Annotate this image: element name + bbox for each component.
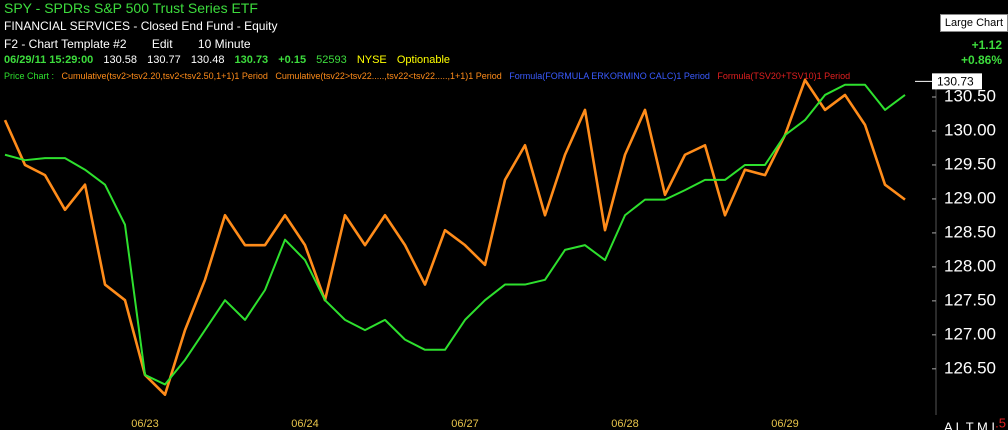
quote-exchange: NYSE: [356, 54, 387, 66]
last-price-tag: [932, 73, 982, 90]
template-menu[interactable]: F2 - Chart Template #2: [4, 37, 127, 51]
legend-item: Price Chart :: [4, 71, 55, 81]
y-tick-label: 126.50: [944, 358, 996, 377]
quote-low: 130.48: [190, 54, 225, 66]
y-tick-label: 129.00: [944, 188, 996, 207]
legend-item: Cumulative(tsv2>tsv2.20,tsv2<tsv2.50,1+1…: [61, 71, 268, 81]
change-pct: +0.86%: [960, 53, 1002, 67]
y-tick-label: 128.50: [944, 222, 996, 241]
legend-item: Formula(TSV20+TSV10)1 Period: [717, 71, 851, 81]
y-tick-label: 127.00: [944, 324, 996, 343]
x-tick-label: 06/27: [451, 418, 479, 430]
change: +1.12: [971, 38, 1002, 52]
legend-item: Cumulative(tsv22>tsv22.....,tsv22<tsv22.…: [275, 71, 502, 81]
quote-last: 130.73: [234, 54, 269, 66]
x-tick-label: 06/29: [771, 418, 799, 430]
y-tick-label: 130.00: [944, 120, 996, 139]
legend-item: Formula(FORMULA ERKORMINO CALC)1 Period: [509, 71, 710, 81]
edit-button[interactable]: Edit: [151, 37, 173, 51]
quote-optionable: Optionable: [396, 54, 451, 66]
interval-menu[interactable]: 10 Minute: [197, 37, 251, 51]
title: SPY - SPDRs S&P 500 Trust Series ETF: [4, 0, 258, 16]
quote-high: 130.77: [147, 54, 181, 66]
x-tick-label: 06/23: [131, 418, 159, 430]
y-tick-label: 127.50: [944, 290, 996, 309]
quote-line: 06/29/11 15:29:00 130.58 130.77 130.48 1…: [4, 54, 457, 66]
quote-time: 06/29/11 15:29:00: [4, 54, 94, 66]
x-tick-label: 06/28: [611, 418, 639, 430]
large-chart-button[interactable]: Large Chart: [939, 14, 1008, 32]
legend: Price Chart : Cumulative(tsv2>tsv2.20,ts…: [4, 71, 855, 81]
y-tick-label: 128.00: [944, 256, 996, 275]
corner-label: .5: [995, 415, 1006, 430]
y-tick-label: 130.50: [944, 86, 996, 105]
series-line: [4, 83, 906, 386]
last-price-label: 130.73: [937, 75, 974, 89]
y-tick-label: 129.50: [944, 154, 996, 173]
toolbar: F2 - Chart Template #2 Edit 10 Minute: [4, 37, 273, 51]
quote-volume: 52593: [316, 54, 347, 66]
quote-change: +0.15: [278, 54, 307, 66]
quote-open: 130.58: [103, 54, 138, 66]
timeframe-buttons[interactable]: A L T M L: [944, 419, 999, 430]
x-tick-label: 06/24: [291, 418, 319, 430]
subtitle[interactable]: FINANCIAL SERVICES - Closed End Fund - E…: [4, 19, 278, 33]
series-line: [3, 78, 906, 396]
